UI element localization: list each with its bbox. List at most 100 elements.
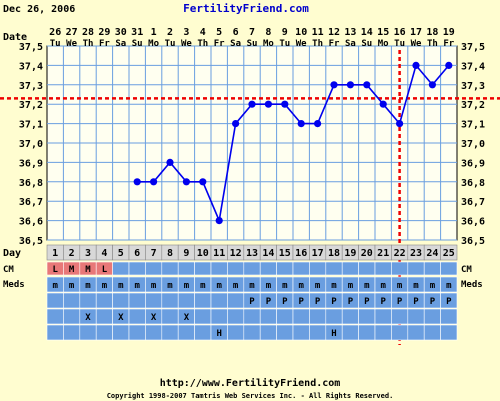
meds-cell <box>227 292 245 309</box>
meds-cell <box>128 324 146 341</box>
meds-cell <box>63 308 81 325</box>
weekday-label: Th <box>427 39 438 49</box>
meds-value: m <box>167 281 173 291</box>
date-row-label: Date <box>3 32 27 43</box>
meds-value: P <box>430 297 436 307</box>
weekday-label: Sa <box>345 39 356 49</box>
date-number: 3 <box>183 27 189 38</box>
day-number: 21 <box>377 248 389 259</box>
weekday-label: Su <box>132 39 143 49</box>
meds-cell <box>259 324 277 341</box>
meds-cell <box>423 324 441 341</box>
y-tick-label-right: 36,6 <box>461 217 485 228</box>
meds-value: m <box>331 281 337 291</box>
date-number: 28 <box>82 27 94 38</box>
temperature-point <box>396 120 404 128</box>
day-number: 5 <box>118 248 124 259</box>
cm-cell <box>440 261 458 276</box>
meds-cell <box>194 324 212 341</box>
day-number: 18 <box>328 248 340 259</box>
temperature-point <box>199 178 207 186</box>
temperature-point <box>363 81 371 89</box>
weekday-label: Sa <box>230 39 241 49</box>
day-number: 22 <box>394 248 406 259</box>
meds-value: P <box>397 297 403 307</box>
meds-cell <box>407 324 425 341</box>
meds-cell <box>161 324 179 341</box>
weekday-label: Tu <box>279 39 290 49</box>
site-title: FertilityFriend.com <box>183 2 309 15</box>
meds-value: P <box>331 297 337 307</box>
weekday-label: We <box>411 39 422 49</box>
y-tick-label-left: 37,2 <box>19 100 43 111</box>
meds-value: P <box>348 297 354 307</box>
cm-cell <box>407 261 425 276</box>
meds-cell <box>276 324 294 341</box>
weekday-label: Tu <box>50 39 61 49</box>
meds-value: P <box>446 297 452 307</box>
y-tick-label-left: 36,7 <box>19 197 43 208</box>
cm-value: M <box>69 265 75 275</box>
meds-cell <box>440 324 458 341</box>
y-tick-label-right: 37,4 <box>461 61 485 72</box>
meds-cell <box>79 292 97 309</box>
temperature-point <box>264 100 272 108</box>
date-number: 8 <box>265 27 271 38</box>
grid-lines <box>47 45 457 241</box>
day-number: 16 <box>295 248 307 259</box>
y-tick-label-left: 36,5 <box>19 236 43 247</box>
y-tick-label-left: 36,6 <box>19 217 43 228</box>
date-number: 27 <box>66 27 78 38</box>
weekday-label: Mo <box>378 39 389 49</box>
temperature-point <box>346 81 354 89</box>
temperature-point <box>281 100 289 108</box>
weekday-label: Th <box>312 39 323 49</box>
meds-cell <box>210 308 228 325</box>
meds-cell <box>325 308 343 325</box>
meds-value: P <box>413 297 419 307</box>
temperature-point <box>150 178 158 186</box>
meds-cell <box>63 292 81 309</box>
meds-cell <box>374 324 392 341</box>
meds-cell <box>210 292 228 309</box>
meds-cell <box>161 308 179 325</box>
date-number: 9 <box>282 27 288 38</box>
cm-cell <box>325 261 343 276</box>
meds-value: m <box>298 281 304 291</box>
weekday-label: Mo <box>263 39 274 49</box>
y-tick-label-left: 37,1 <box>19 120 43 131</box>
meds-cell <box>276 308 294 325</box>
chart-date: Dec 26, 2006 <box>3 4 75 15</box>
meds-cell <box>423 308 441 325</box>
cm-cell <box>276 261 294 276</box>
meds-value: X <box>118 313 124 323</box>
day-number: 17 <box>312 248 324 259</box>
meds-cell <box>161 292 179 309</box>
meds-value: m <box>380 281 386 291</box>
cm-row-label-left: CM <box>3 265 14 275</box>
meds-cell <box>309 308 327 325</box>
footer-copyright: Copyright 1998-2007 Tamtris Web Services… <box>107 392 394 400</box>
y-tick-label-left: 36,9 <box>19 158 43 169</box>
meds-cell <box>407 308 425 325</box>
day-number: 19 <box>344 248 356 259</box>
meds-cell <box>243 324 261 341</box>
day-number: 20 <box>361 248 373 259</box>
date-number: 4 <box>200 27 206 38</box>
meds-value: m <box>85 281 91 291</box>
cm-value: M <box>85 265 91 275</box>
y-tick-label-right: 37,0 <box>461 139 485 150</box>
date-number: 7 <box>249 27 255 38</box>
day-number: 15 <box>279 248 291 259</box>
meds-value: m <box>184 281 190 291</box>
meds-cell <box>440 308 458 325</box>
cm-cell <box>292 261 310 276</box>
temperature-point <box>166 158 174 166</box>
day-number: 11 <box>213 248 225 259</box>
cm-value: L <box>52 265 58 275</box>
meds-value: m <box>282 281 288 291</box>
temperature-point <box>248 100 256 108</box>
meds-value: X <box>151 313 157 323</box>
date-number: 13 <box>344 27 356 38</box>
y-tick-labels: 36,5 36,5 36,6 36,6 36,7 36,7 36,8 36,8 36,9 36,9… <box>19 42 485 247</box>
